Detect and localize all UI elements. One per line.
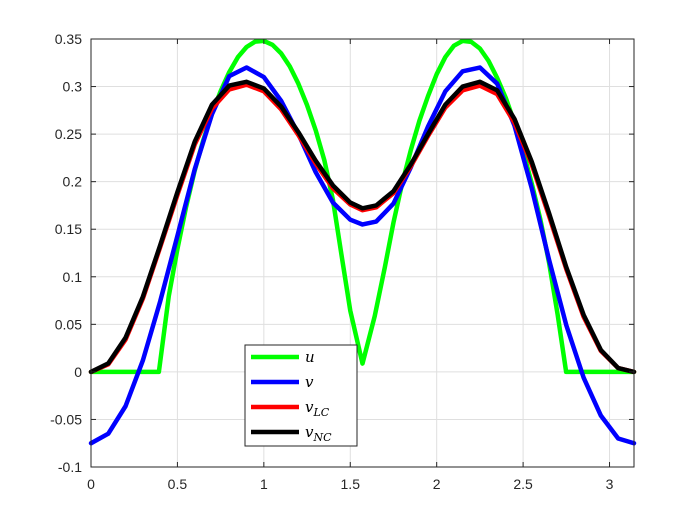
series-lines <box>88 38 637 446</box>
x-tick-label: 1 <box>260 476 268 492</box>
legend-label: vLC <box>305 398 330 419</box>
y-tick-label: 0.35 <box>55 31 82 47</box>
y-tick-label: 0.3 <box>63 79 83 95</box>
y-tick-label: 0.15 <box>55 221 82 237</box>
x-tick-label: 1.5 <box>341 476 361 492</box>
x-tick-label: 2.5 <box>513 476 533 492</box>
legend-label-main: u <box>305 348 315 366</box>
legend-label-subscript: NC <box>312 431 332 444</box>
axis-ticks: 0 0.5 1 1.5 2 2.5 3 -0.1 -0.05 0 0.05 0.1 0.15 0.2 0.2… <box>50 31 634 492</box>
legend-label-main: v <box>305 373 314 391</box>
y-tick-label: 0.1 <box>63 269 83 285</box>
legend-label: v <box>305 373 314 391</box>
legend-label: u <box>305 348 315 366</box>
x-tick-label: 0.5 <box>168 476 188 492</box>
y-tick-label: 0.05 <box>55 316 82 332</box>
y-tick-label: -0.1 <box>58 459 82 475</box>
legend-label: vNC <box>305 423 332 444</box>
x-tick-label: 2 <box>433 476 441 492</box>
y-tick-label: 0.2 <box>63 174 83 190</box>
y-tick-label: 0.25 <box>55 126 82 142</box>
legend-label-subscript: LC <box>312 406 329 419</box>
series-line-v-nc <box>88 79 637 375</box>
y-tick-label: 0 <box>74 364 82 380</box>
x-tick-label: 3 <box>606 476 614 492</box>
legend-label-main: v <box>305 398 314 416</box>
y-tick-label: -0.05 <box>50 411 82 427</box>
series-line-v <box>88 65 637 446</box>
axes-box <box>90 38 635 468</box>
legend-box <box>244 344 358 447</box>
legend-label-main: v <box>305 423 314 441</box>
x-tick-label: 0 <box>87 476 95 492</box>
plot-area <box>91 39 634 467</box>
